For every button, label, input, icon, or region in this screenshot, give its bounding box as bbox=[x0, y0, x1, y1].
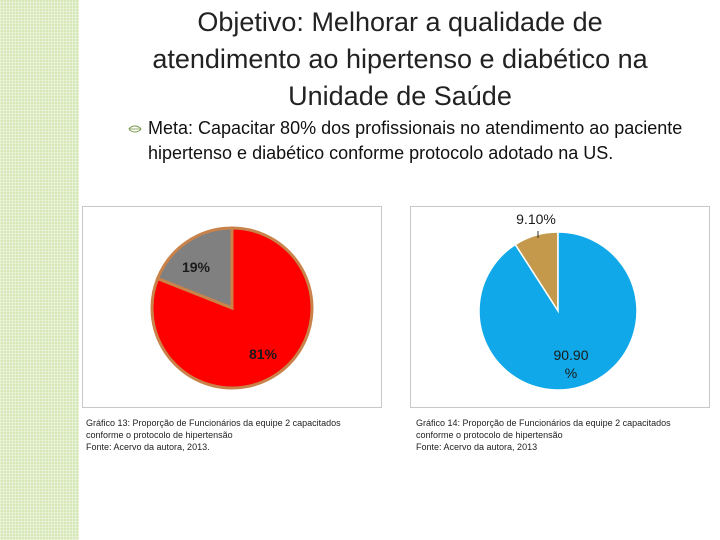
caption-line: conforme o protocolo de hipertensão bbox=[86, 430, 233, 440]
caption-line: Fonte: Acervo da autora, 2013. bbox=[86, 442, 210, 452]
meta-bullet-text: Meta: Capacitar 80% dos profissionais no… bbox=[148, 118, 683, 163]
pie-slice-90-90-percent bbox=[478, 231, 638, 391]
title-label: Objetivo: bbox=[197, 7, 304, 37]
pie-chart-13-svg bbox=[150, 226, 314, 390]
decorative-side-band bbox=[0, 0, 79, 540]
slice-label-81: 81% bbox=[248, 346, 278, 362]
caption-chart-14: Gráfico 14: Proporção de Funcionários da… bbox=[416, 417, 716, 453]
pie-chart-13: 19% 81% bbox=[82, 206, 382, 408]
slice-label-19: 19% bbox=[181, 259, 211, 275]
slice-label-9-10: 9.10% bbox=[516, 211, 556, 227]
pie-chart-14-svg bbox=[478, 231, 638, 391]
slide-title: Objetivo: Melhorar a qualidade de atendi… bbox=[130, 4, 670, 115]
caption-line: Gráfico 14: Proporção de Funcionários da… bbox=[416, 418, 671, 428]
caption-line: Gráfico 13: Proporção de Funcionários da… bbox=[86, 418, 341, 428]
pie-slice-19-percent bbox=[155, 226, 234, 311]
pie-chart-14: 9.10% 90.90 % bbox=[410, 206, 710, 408]
caption-line: conforme o protocolo de hipertensão bbox=[416, 430, 563, 440]
pie-slice-81-percent bbox=[150, 226, 314, 390]
caption-line: Fonte: Acervo da autora, 2013 bbox=[416, 442, 538, 452]
leaf-bullet-icon bbox=[128, 125, 142, 133]
slice-label-90-90: 90.90 % bbox=[553, 347, 589, 381]
title-text: Melhorar a qualidade de atendimento ao h… bbox=[152, 7, 648, 111]
caption-chart-13: Gráfico 13: Proporção de Funcionários da… bbox=[86, 417, 386, 453]
